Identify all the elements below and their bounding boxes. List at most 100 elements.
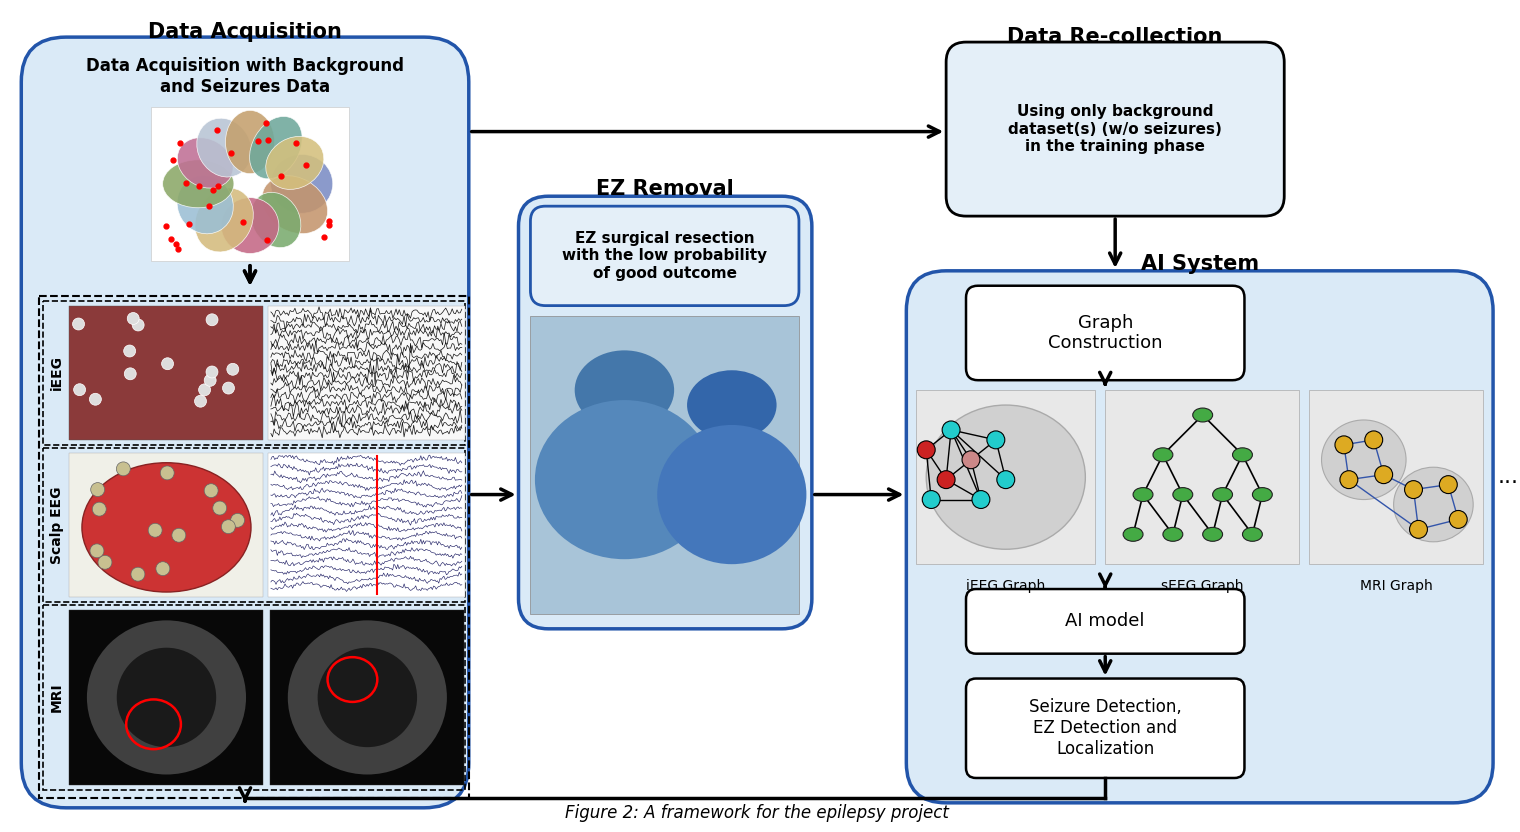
Circle shape <box>195 395 207 407</box>
Text: Scalp EEG: Scalp EEG <box>50 486 64 563</box>
FancyBboxPatch shape <box>967 589 1245 654</box>
Ellipse shape <box>1233 448 1252 462</box>
FancyBboxPatch shape <box>21 37 468 808</box>
Ellipse shape <box>1132 488 1154 502</box>
Ellipse shape <box>261 176 328 234</box>
Bar <box>68 453 263 597</box>
Ellipse shape <box>249 116 302 179</box>
Circle shape <box>147 523 163 537</box>
Ellipse shape <box>1163 527 1183 542</box>
Text: MRI: MRI <box>50 682 64 712</box>
Circle shape <box>997 471 1015 488</box>
Circle shape <box>132 319 144 331</box>
Circle shape <box>204 374 216 386</box>
Circle shape <box>1404 481 1423 498</box>
Ellipse shape <box>1252 488 1272 502</box>
Ellipse shape <box>287 621 447 775</box>
Bar <box>1105 390 1300 564</box>
Circle shape <box>204 483 217 498</box>
Ellipse shape <box>266 136 324 190</box>
Circle shape <box>1341 471 1357 488</box>
Circle shape <box>971 491 990 508</box>
Ellipse shape <box>1173 488 1193 502</box>
Text: MRI Graph: MRI Graph <box>1360 579 1432 593</box>
Ellipse shape <box>178 176 233 234</box>
Text: AI model: AI model <box>1066 612 1145 631</box>
FancyBboxPatch shape <box>906 270 1493 803</box>
Ellipse shape <box>195 188 254 252</box>
Ellipse shape <box>657 425 807 564</box>
Text: Data Acquisition: Data Acquisition <box>147 22 342 42</box>
Bar <box>40 295 468 798</box>
FancyBboxPatch shape <box>945 42 1284 216</box>
Text: AI System: AI System <box>1140 254 1259 274</box>
Bar <box>271 610 464 785</box>
Bar <box>530 315 800 614</box>
Ellipse shape <box>1394 468 1473 542</box>
Ellipse shape <box>271 154 333 213</box>
Ellipse shape <box>225 111 275 174</box>
Ellipse shape <box>1123 527 1143 542</box>
Circle shape <box>231 513 245 527</box>
Circle shape <box>1449 511 1467 528</box>
Ellipse shape <box>1202 527 1222 542</box>
FancyBboxPatch shape <box>967 679 1245 778</box>
FancyBboxPatch shape <box>530 206 800 305</box>
Text: iEEG: iEEG <box>50 355 64 390</box>
FancyBboxPatch shape <box>967 285 1245 380</box>
Ellipse shape <box>1242 527 1262 542</box>
Circle shape <box>160 466 175 480</box>
Circle shape <box>125 368 137 379</box>
Text: Graph
Construction: Graph Construction <box>1047 314 1163 353</box>
Bar <box>268 305 465 440</box>
Ellipse shape <box>535 400 714 559</box>
Bar <box>150 106 350 261</box>
Circle shape <box>93 503 106 516</box>
Circle shape <box>157 562 170 576</box>
Circle shape <box>161 358 173 369</box>
Bar <box>268 453 465 597</box>
Circle shape <box>1439 476 1458 493</box>
Ellipse shape <box>82 463 251 592</box>
Text: iEEG Graph: iEEG Graph <box>967 579 1046 593</box>
Ellipse shape <box>1213 488 1233 502</box>
Circle shape <box>1409 521 1427 538</box>
Bar <box>1309 390 1484 564</box>
Circle shape <box>91 483 105 497</box>
Bar <box>68 610 263 785</box>
Circle shape <box>1374 466 1392 483</box>
Bar <box>43 605 465 790</box>
Text: Seizure Detection,
EZ Detection and
Localization: Seizure Detection, EZ Detection and Loca… <box>1029 698 1181 758</box>
Circle shape <box>1335 436 1353 453</box>
Ellipse shape <box>687 370 777 440</box>
Ellipse shape <box>318 647 416 747</box>
Circle shape <box>213 501 226 515</box>
Ellipse shape <box>87 621 246 775</box>
Circle shape <box>207 366 217 378</box>
Circle shape <box>986 431 1005 448</box>
Ellipse shape <box>117 647 216 747</box>
Circle shape <box>938 471 955 488</box>
Bar <box>43 448 465 602</box>
Circle shape <box>222 382 234 394</box>
Circle shape <box>73 384 85 396</box>
Circle shape <box>942 421 961 438</box>
Text: Data Re-collection: Data Re-collection <box>1008 27 1224 47</box>
Ellipse shape <box>1193 408 1213 422</box>
Circle shape <box>90 544 103 557</box>
Text: EZ surgical resection
with the low probability
of good outcome: EZ surgical resection with the low proba… <box>562 231 768 280</box>
Text: ...: ... <box>1499 467 1518 488</box>
Circle shape <box>117 462 131 476</box>
Circle shape <box>207 314 217 326</box>
Ellipse shape <box>163 160 234 208</box>
Circle shape <box>199 384 211 396</box>
Bar <box>68 305 263 440</box>
Text: sEEG Graph: sEEG Graph <box>1161 579 1243 593</box>
FancyBboxPatch shape <box>518 196 812 629</box>
Text: Figure 2: A framework for the epilepsy project: Figure 2: A framework for the epilepsy p… <box>565 804 948 822</box>
Text: Data Acquisition with Background
and Seizures Data: Data Acquisition with Background and Sei… <box>87 57 404 96</box>
Circle shape <box>226 364 239 375</box>
Circle shape <box>90 394 102 405</box>
Circle shape <box>128 313 140 324</box>
Ellipse shape <box>1154 448 1173 462</box>
